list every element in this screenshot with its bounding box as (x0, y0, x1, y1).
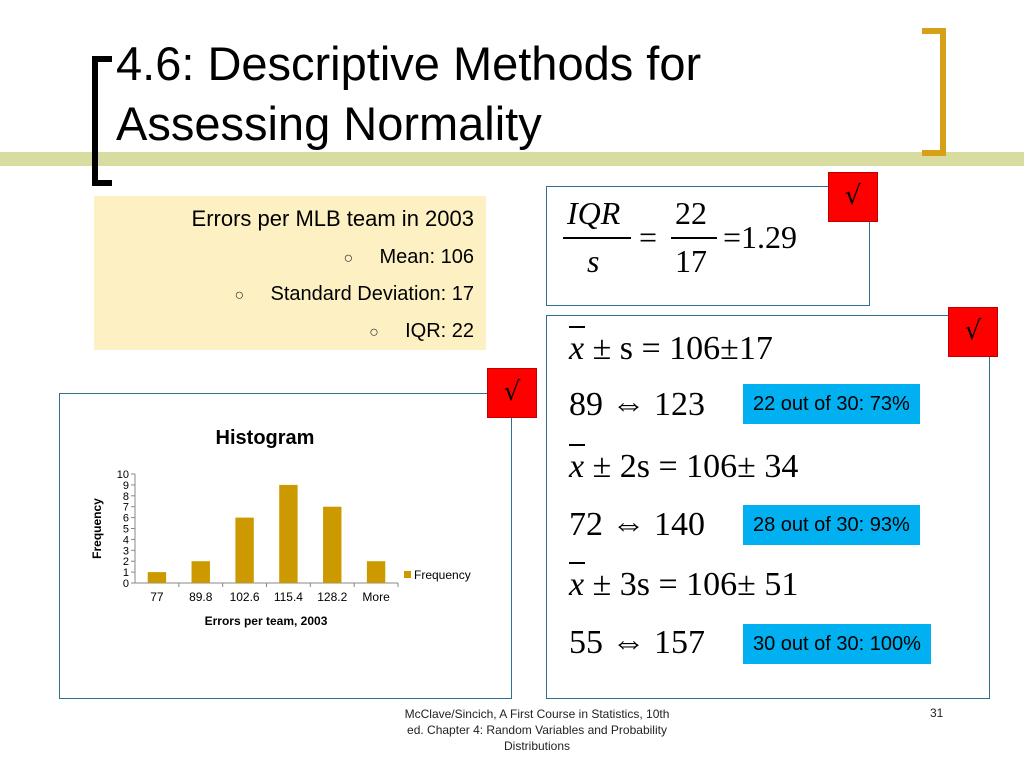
stats-heading: Errors per MLB team in 2003 (191, 206, 474, 231)
y-axis-label: Frequency (90, 498, 104, 559)
ratio-numerator: 22 (675, 195, 707, 231)
histogram-bar (279, 484, 298, 583)
check-mark-icon: √ (487, 368, 537, 418)
histogram-bar (235, 517, 254, 583)
rule-range-1: 89 ⇔ 123 (569, 386, 705, 423)
x-bar-overline (569, 326, 585, 328)
histogram-bar (323, 506, 342, 583)
equals-sign: = (639, 219, 658, 255)
fraction-bar (671, 237, 717, 239)
x-tick-label: 128.2 (317, 590, 347, 604)
y-tick-label: 10 (117, 469, 129, 481)
ratio-denominator: 17 (675, 243, 707, 279)
y-tick-label: 5 (123, 524, 129, 536)
equation-text: ± s = 106±17 (592, 330, 773, 367)
y-tick-label: 0 (123, 578, 129, 590)
chart-title: Histogram (216, 427, 315, 449)
x-variable: x (569, 330, 585, 367)
histogram-bar (147, 572, 167, 583)
iqr-numerator: IQR (567, 195, 621, 231)
right-bracket-decoration (922, 28, 946, 156)
x-bar-overline (569, 562, 585, 564)
ratio-result: =1.29 (723, 219, 798, 255)
y-tick-label: 9 (123, 480, 129, 492)
rule-range-3: 55 ⇔ 157 (569, 624, 705, 661)
y-tick-label: 8 (123, 491, 129, 503)
rule-equation-3: x ± 3s = 106± 51 (569, 566, 798, 604)
y-tick-label: 1 (123, 567, 129, 579)
x-tick-label: 115.4 (274, 590, 303, 604)
histogram-bar (366, 561, 386, 583)
iqr-ratio-box: IQR s = 22 17 =1.29 (546, 186, 870, 306)
stats-item-iqr: ○ IQR: 22 (369, 320, 474, 343)
x-variable: x (569, 448, 585, 485)
percent-badge-3: 30 out of 30: 100% (743, 624, 931, 664)
summary-statistics-box: Errors per MLB team in 2003 ○ Mean: 106 ○… (94, 196, 486, 350)
x-tick-label: 77 (150, 590, 164, 604)
y-tick-label: 3 (123, 545, 129, 557)
x-tick-label: 102.6 (230, 590, 260, 604)
footer-citation: McClave/Sincich, A First Course in Stati… (404, 707, 670, 753)
y-tick-label: 7 (123, 502, 129, 514)
slide-title-line-2: Assessing Normality (116, 97, 542, 150)
stats-item-mean: ○ Mean: 106 (343, 246, 474, 269)
page-number: 31 (930, 706, 944, 720)
stats-item-label: Mean: 106 (379, 246, 474, 268)
stats-item-std-dev: ○ Standard Deviation: 17 (235, 283, 474, 306)
rule-equation-2: x ± 2s = 106± 34 (569, 448, 798, 486)
x-axis-label: Errors per team, 2003 (205, 614, 328, 628)
empirical-rule-box: x ± s = 106±17 89 ⇔ 123 22 out of 30: 73… (546, 315, 990, 699)
x-tick-label: More (362, 590, 390, 604)
legend-swatch (404, 571, 411, 578)
y-tick-label: 4 (123, 534, 129, 546)
fraction-bar (563, 237, 631, 239)
percent-badge-2: 28 out of 30: 93% (743, 505, 920, 545)
histogram-panel: Histogram 0 1 2 3 4 5 6 7 8 9 10 77 89.8 102.6 115.4 128… (59, 393, 512, 699)
bullet-icon: ○ (369, 324, 379, 341)
x-tick-label: 89.8 (189, 590, 213, 604)
equation-text: ± 3s = 106± 51 (592, 566, 799, 603)
bullet-icon: ○ (234, 287, 245, 304)
histogram-bar (191, 561, 210, 583)
legend-label: Frequency (414, 568, 471, 582)
slide-title-line-1: 4.6: Descriptive Methods for (116, 37, 702, 90)
stats-item-label: Standard Deviation: 17 (270, 283, 474, 305)
x-variable: x (569, 566, 585, 603)
x-bar-overline (569, 444, 585, 446)
equation-text: ± 2s = 106± 34 (592, 448, 799, 485)
rule-equation-1: x ± s = 106±17 (569, 330, 773, 368)
check-mark-icon: √ (948, 307, 998, 357)
percent-badge-1: 22 out of 30: 73% (743, 384, 920, 424)
y-tick-label: 2 (123, 556, 129, 568)
left-bracket-decoration (92, 56, 112, 186)
iqr-denominator: s (587, 243, 600, 279)
check-mark-icon: √ (828, 172, 878, 222)
bullet-icon: ○ (343, 250, 354, 267)
slide-title: 4.6: Descriptive Methods for Assessing N… (116, 34, 916, 154)
stats-item-label: IQR: 22 (405, 320, 474, 342)
rule-range-2: 72 ⇔ 140 (569, 506, 705, 543)
title-underline-band (0, 152, 1024, 166)
y-tick-label: 6 (123, 513, 129, 525)
